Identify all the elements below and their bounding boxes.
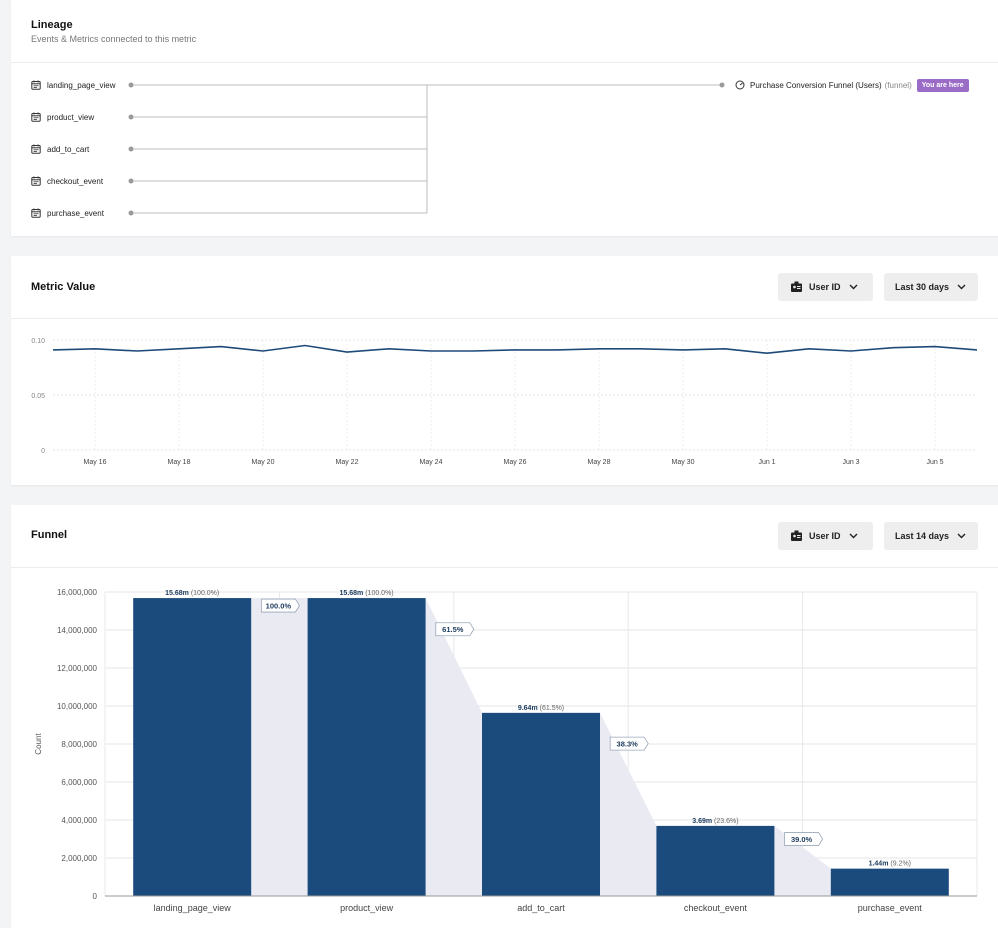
conversion-flag <box>261 598 300 613</box>
lineage-event-add_to_cart[interactable]: add_to_cart <box>31 143 89 155</box>
y-tick-label: 16,000,000 <box>57 588 98 597</box>
y-tick-label: 10,000,000 <box>57 702 98 711</box>
funnel-card: Funnel User ID Last 14 days 0 2,000,000 4,… <box>11 505 998 928</box>
lineage-title: Lineage <box>31 19 73 31</box>
y-tick-label: 12,000,000 <box>57 664 98 673</box>
y-tick-label: 4,000,000 <box>61 816 97 825</box>
bar-value-label: 1.44m (9.2%) <box>869 861 911 868</box>
y-axis-title: Count <box>34 733 43 755</box>
lineage-connectors <box>128 82 725 216</box>
y-tick-label: 8,000,000 <box>61 740 97 749</box>
conversion-rate-label: 38.3% <box>617 739 639 748</box>
you-are-here-badge: You are here <box>916 78 969 92</box>
x-tick-label: May 28 <box>588 459 611 466</box>
x-tick-label: Jun 3 <box>842 459 859 466</box>
x-tick-label: Jun 5 <box>926 459 943 466</box>
dropoff-area <box>425 598 482 896</box>
metric-user-id-label: User ID <box>809 282 841 292</box>
conversion-flag <box>609 736 649 751</box>
y-tick-label: 6,000,000 <box>61 778 97 787</box>
x-category-label: product_view <box>340 903 394 913</box>
lineage-event-label: purchase_event <box>47 208 104 218</box>
bar-value-label: 15.68m (100.0%) <box>340 590 394 597</box>
funnel-user-id-selector[interactable]: User ID <box>778 522 873 550</box>
conversion-rate-label: 39.0% <box>791 835 813 844</box>
metric-user-id-selector[interactable]: User ID <box>778 273 873 301</box>
series-line <box>52 344 978 355</box>
metric-title: Metric Value <box>31 281 96 293</box>
calendar-icon <box>31 176 41 186</box>
target-metric-label: Purchase Conversion Funnel (Users) <box>750 80 882 90</box>
lineage-event-label: product_view <box>47 112 95 122</box>
id-card-icon <box>791 530 802 541</box>
x-tick-label: May 18 <box>168 459 191 466</box>
funnel-bar <box>482 712 600 896</box>
dropoff-area <box>600 712 657 896</box>
target-metric-type: (funnel) <box>884 80 912 90</box>
y-tick-label: 2,000,000 <box>61 854 97 863</box>
x-tick-label: May 30 <box>672 459 695 466</box>
lineage-event-purchase_event[interactable]: purchase_event <box>31 207 104 219</box>
x-category-label: landing_page_view <box>154 903 232 913</box>
lineage-card: Lineage Events & Metrics connected to th… <box>11 0 998 236</box>
chevron-down-icon <box>957 533 966 539</box>
metric-date-range-label: Last 30 days <box>895 282 950 292</box>
chevron-down-icon <box>849 533 858 539</box>
lineage-event-product_view[interactable]: product_view <box>31 111 94 123</box>
funnel-bar <box>656 825 775 896</box>
x-category-label: add_to_cart <box>517 903 565 913</box>
y-tick-label: 0 <box>93 892 98 901</box>
y-tick-label: 14,000,000 <box>57 626 98 635</box>
y-tick-label: 0 <box>41 448 45 455</box>
funnel-date-range-label: Last 14 days <box>895 531 950 541</box>
lineage-event-checkout_event[interactable]: checkout_event <box>31 175 103 187</box>
lineage-event-label: landing_page_view <box>47 80 116 90</box>
metric-header: Metric Value User ID Last 30 days <box>11 256 998 319</box>
lineage-event-label: add_to_cart <box>47 144 90 154</box>
chevron-down-icon <box>849 284 858 290</box>
lineage-event-landing_page_view[interactable]: landing_page_view <box>31 79 116 91</box>
calendar-icon <box>31 112 41 122</box>
funnel-header: Funnel User ID Last 14 days <box>11 505 998 568</box>
conversion-rate-label: 100.0% <box>266 601 292 610</box>
x-category-label: purchase_event <box>858 903 923 913</box>
bar-value-label: 9.64m (61.5%) <box>518 705 564 712</box>
calendar-icon <box>31 80 41 90</box>
bar-value-label: 3.69m (23.6%) <box>692 818 738 825</box>
conversion-flag <box>784 832 824 846</box>
y-tick-label: 0.10 <box>31 338 45 345</box>
x-tick-label: May 20 <box>252 459 275 466</box>
calendar-icon <box>31 144 41 154</box>
dropoff-area <box>251 598 308 896</box>
funnel-user-id-label: User ID <box>809 531 841 541</box>
id-card-icon <box>791 281 802 292</box>
x-category-label: checkout_event <box>684 903 748 913</box>
x-tick-label: May 24 <box>420 459 443 466</box>
lineage-subtitle: Events & Metrics connected to this metri… <box>31 34 197 44</box>
bar-value-label: 15.68m (100.0%) <box>165 590 219 597</box>
calendar-icon <box>31 208 41 218</box>
conversion-flag <box>435 622 475 637</box>
x-tick-label: Jun 1 <box>758 459 775 466</box>
x-tick-label: May 16 <box>84 459 107 466</box>
funnel-bar <box>133 598 252 896</box>
chevron-down-icon <box>957 284 966 290</box>
gauge-icon <box>735 80 745 90</box>
lineage-header: Lineage Events & Metrics connected to th… <box>11 0 998 63</box>
funnel-title: Funnel <box>31 529 68 541</box>
funnel-bar-chart: 0 2,000,000 4,000,000 6,000,000 8,000,000 10,… <box>34 588 978 913</box>
x-tick-label: May 22 <box>336 459 359 466</box>
x-tick-label: May 26 <box>504 459 527 466</box>
funnel-bar <box>307 598 426 896</box>
y-tick-label: 0.05 <box>31 393 45 400</box>
lineage-event-label: checkout_event <box>47 176 104 186</box>
metric-value-line-chart: 0 0.05 0.10 May 16 May 18 May 20 May 22 May 24 M… <box>31 338 978 466</box>
funnel-bar <box>830 868 949 896</box>
metric-value-card: Metric Value User ID Last 30 days 0 0.05 0… <box>11 256 998 485</box>
lineage-target-metric[interactable]: Purchase Conversion Funnel (Users) (funn… <box>735 78 969 92</box>
metric-date-range-selector[interactable]: Last 30 days <box>884 273 978 301</box>
conversion-rate-label: 61.5% <box>442 625 464 634</box>
funnel-date-range-selector[interactable]: Last 14 days <box>884 522 978 550</box>
